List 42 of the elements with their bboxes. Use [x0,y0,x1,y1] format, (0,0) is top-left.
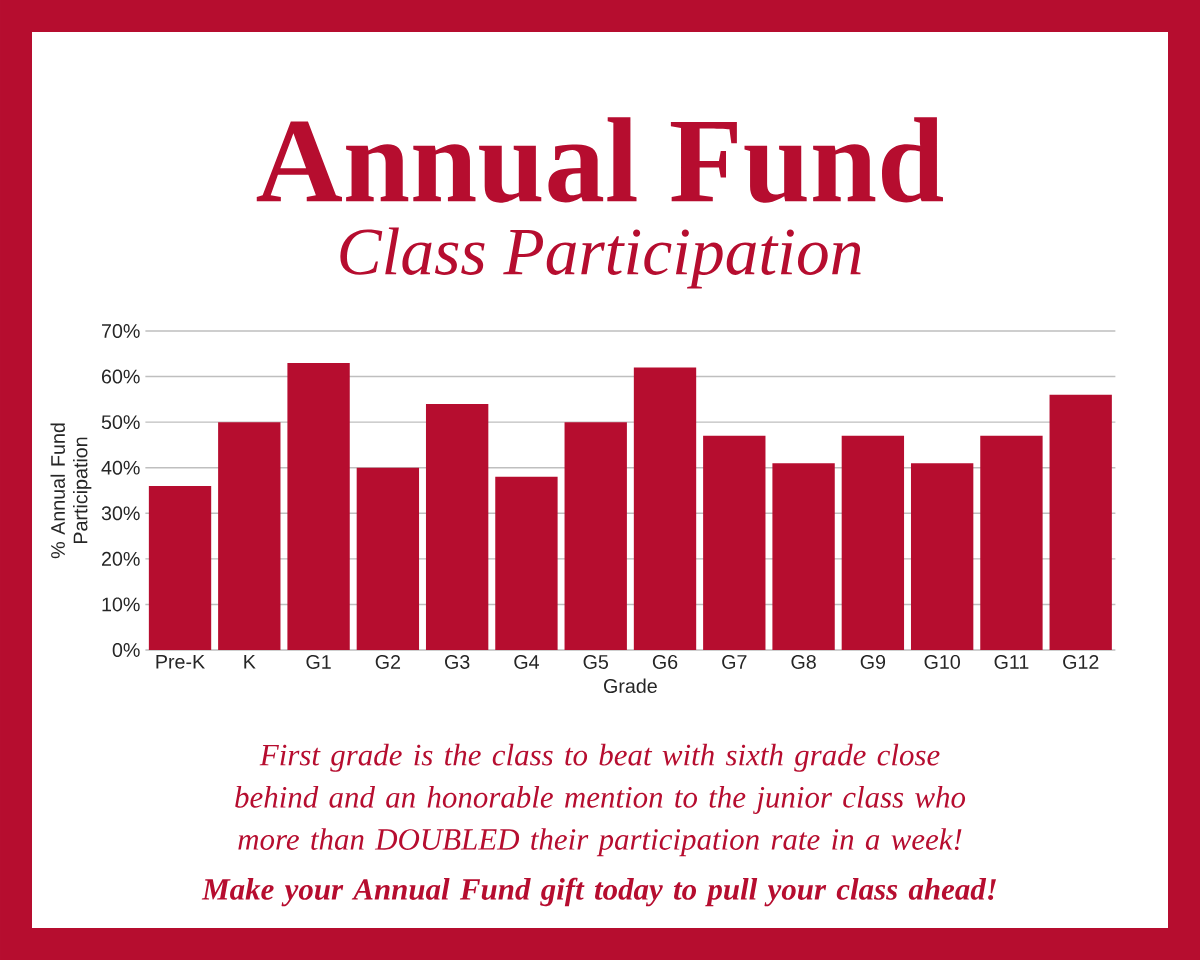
y-tick-label: 40% [101,460,140,475]
y-tick-label: 30% [101,506,140,521]
x-tick-label: G11 [994,654,1029,669]
bar [910,463,974,650]
y-tick-label: 0% [112,643,140,657]
bar [980,435,1043,650]
y-tick-label: 20% [102,551,140,566]
x-tick-label: G3 [445,654,470,669]
y-tick-label: 10% [102,597,140,612]
chart-subtitle: Class Participation [340,227,861,289]
bar [287,362,350,650]
x-tick-label: G4 [514,654,539,669]
bar [495,476,558,650]
bar [1049,394,1112,650]
y-tick-label: 50% [101,415,140,430]
x-tick-label: G10 [924,654,960,669]
chart-title: Annual Fund [256,117,944,203]
text: First grade is the class to beat with sixth grade close behind and an honorable mention to the junior class who more than DOUBLED their participation rate in a week! [235,743,966,857]
bar [703,435,766,650]
bar [425,403,489,650]
x-tick-label: Pre-K [156,654,205,669]
x-tick-label: K [244,654,256,669]
x-tick-label: G2 [375,654,401,669]
x-tick-label: G12 [1063,654,1099,669]
y-axis-title: % Annual Fund Participation [50,423,92,559]
x-tick-label: G6 [652,654,678,669]
x-tick-label: G5 [583,654,609,669]
bar [772,463,835,650]
bar [356,467,420,650]
y-tick-label: 70% [102,324,140,338]
x-tick-label: G7 [722,654,747,669]
x-tick-label: G8 [791,654,816,669]
bar [148,485,212,650]
x-tick-label: G1 [306,654,331,669]
bar [841,435,905,650]
bar [218,422,281,650]
y-tick-label: 60% [102,369,140,384]
text: Make your Annual Fund gift today to pull your class ahead! [201,877,997,907]
x-axis-title: Grade [604,678,657,694]
bar [633,367,697,650]
x-tick-label: G9 [860,654,886,669]
bar [564,422,627,650]
